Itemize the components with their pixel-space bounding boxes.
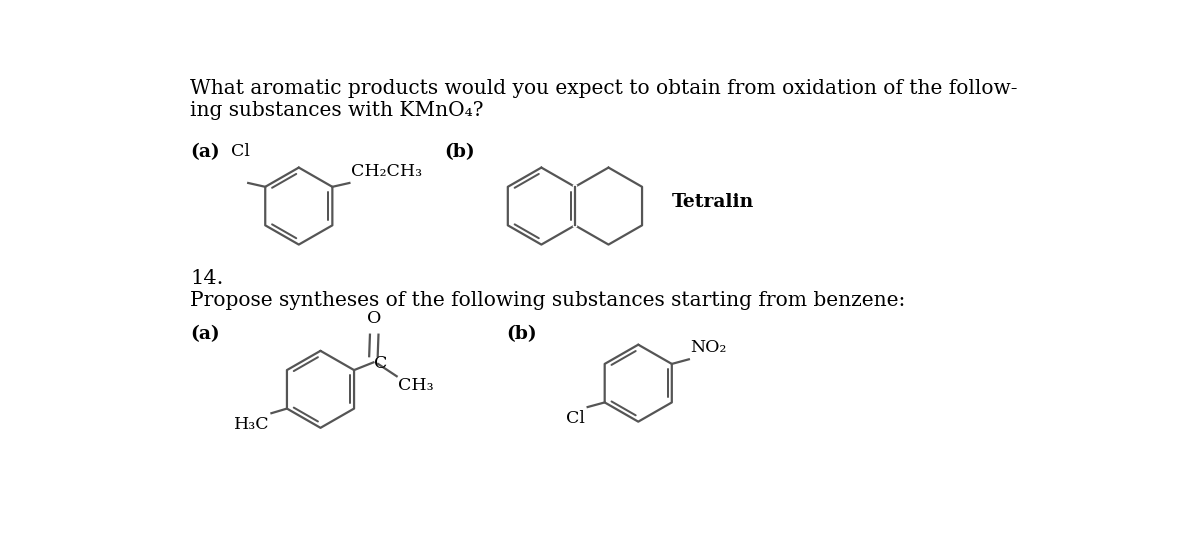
Text: Tetralin: Tetralin [672, 193, 755, 211]
Text: C: C [374, 355, 388, 371]
Text: CH₂CH₃: CH₂CH₃ [350, 163, 422, 180]
Text: NO₂: NO₂ [690, 339, 727, 356]
Text: H₃C: H₃C [234, 416, 269, 433]
Text: Cl: Cl [566, 410, 586, 427]
Text: (a): (a) [191, 325, 220, 343]
Text: (b): (b) [444, 143, 475, 161]
Text: Propose syntheses of the following substances starting from benzene:: Propose syntheses of the following subst… [191, 291, 906, 310]
Text: (b): (b) [506, 325, 538, 343]
Text: 14.: 14. [191, 269, 223, 288]
Text: O: O [367, 310, 382, 327]
Text: What aromatic products would you expect to obtain from oxidation of the follow-: What aromatic products would you expect … [191, 79, 1018, 98]
Text: CH₃: CH₃ [398, 377, 434, 394]
Text: Cl: Cl [232, 143, 251, 160]
Text: (a): (a) [191, 143, 220, 161]
Text: ing substances with KMnO₄?: ing substances with KMnO₄? [191, 100, 484, 119]
